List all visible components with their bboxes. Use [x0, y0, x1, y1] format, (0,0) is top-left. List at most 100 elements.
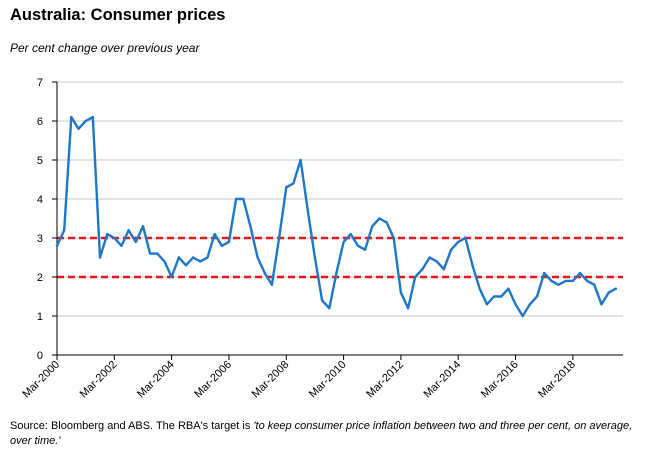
data-point	[614, 287, 618, 290]
data-point	[449, 248, 453, 251]
data-point	[600, 303, 603, 306]
data-point	[550, 279, 553, 283]
y-tick-label-0: 0	[37, 350, 43, 362]
x-tick-label-Mar-2000: Mar-2000	[20, 359, 62, 401]
data-point	[528, 303, 532, 306]
data-point	[464, 236, 467, 240]
data-point	[320, 299, 324, 302]
rba-target-quote: 'to keep consumer price inflation betwee…	[10, 420, 633, 447]
data-point	[328, 307, 331, 310]
data-point	[277, 236, 281, 240]
data-point	[105, 232, 109, 236]
chart-title: Australia: Consumer prices	[10, 6, 226, 24]
y-tick-label-5: 5	[37, 155, 43, 167]
data-point	[62, 229, 66, 232]
x-tick-label-Mar-2004: Mar-2004	[135, 359, 177, 401]
data-point	[306, 209, 309, 212]
data-point	[148, 252, 152, 255]
data-point	[170, 275, 173, 279]
data-point	[292, 182, 295, 185]
x-tick-label-Mar-2006: Mar-2006	[192, 359, 234, 401]
series-line-cpi	[55, 115, 617, 318]
x-tick-label-Mar-2014: Mar-2014	[422, 359, 464, 401]
data-point	[406, 307, 410, 310]
data-point	[220, 244, 223, 247]
data-point	[98, 256, 102, 259]
data-point	[428, 256, 431, 259]
series-layer	[55, 115, 618, 318]
data-point	[571, 279, 575, 283]
source-note: Source: Bloomberg and ABS. The RBA's tar…	[10, 419, 635, 449]
data-point	[199, 260, 202, 263]
x-tick-label-Mar-2008: Mar-2008	[250, 359, 292, 401]
data-point	[507, 287, 510, 290]
data-point	[299, 158, 302, 162]
data-point	[70, 115, 73, 119]
data-point	[421, 268, 424, 271]
source-text: Source: Bloomberg and ABS. The RBA's tar…	[10, 420, 254, 432]
axes	[52, 81, 623, 360]
data-point	[141, 225, 145, 228]
data-point	[184, 264, 188, 267]
data-point	[349, 232, 352, 236]
data-point	[535, 295, 539, 298]
data-point	[55, 244, 59, 247]
gridlines	[57, 81, 623, 317]
data-point	[342, 240, 345, 244]
data-point	[234, 197, 238, 201]
data-point	[564, 279, 567, 283]
data-point	[457, 240, 460, 244]
x-tick-label-Mar-2016: Mar-2016	[479, 359, 521, 401]
data-point	[478, 287, 481, 290]
data-point	[213, 232, 216, 236]
data-point	[285, 186, 288, 189]
data-point	[163, 260, 166, 263]
y-tick-label-7: 7	[37, 77, 43, 89]
data-point	[270, 283, 274, 286]
y-tick-label-4: 4	[37, 194, 43, 206]
y-tick-labels: 0 1 2 3 4 5 6 7	[37, 77, 43, 362]
data-point	[414, 275, 417, 279]
data-point	[500, 295, 503, 298]
data-point	[263, 271, 266, 275]
data-point	[593, 283, 596, 286]
data-point	[542, 271, 546, 275]
data-point	[335, 271, 338, 275]
data-point	[557, 283, 560, 286]
data-point	[585, 279, 589, 283]
data-point	[521, 314, 524, 318]
data-point	[84, 119, 87, 123]
y-axis-unit-label: Per cent change over previous year	[10, 41, 200, 55]
y-tick-label-6: 6	[37, 116, 43, 128]
y-tick-label-2: 2	[37, 272, 43, 284]
data-point	[256, 256, 259, 259]
data-point	[371, 225, 374, 228]
y-tick-label-1: 1	[37, 311, 43, 323]
x-tick-labels: Mar-2000 Mar-2002 Mar-2004 Mar-2006 Mar-2008…	[20, 359, 578, 401]
data-point	[127, 229, 130, 232]
data-point	[91, 115, 95, 119]
data-point	[363, 248, 367, 251]
data-point	[242, 197, 245, 201]
data-point	[313, 256, 317, 259]
y-tick-label-3: 3	[37, 233, 43, 245]
x-tick-label-Mar-2010: Mar-2010	[307, 359, 349, 401]
data-point	[485, 303, 489, 306]
data-point	[113, 236, 116, 240]
data-point	[514, 303, 517, 306]
data-point	[191, 256, 195, 259]
data-point	[227, 240, 231, 244]
data-point	[399, 291, 403, 294]
data-point	[77, 127, 80, 130]
data-point	[492, 295, 496, 298]
data-point	[607, 291, 610, 294]
target-band-lines	[57, 236, 623, 279]
data-point	[249, 225, 252, 228]
data-point	[378, 217, 381, 220]
data-point	[392, 236, 395, 240]
x-tick-label-Mar-2002: Mar-2002	[78, 359, 120, 401]
data-point	[356, 244, 360, 247]
data-point	[435, 260, 438, 263]
x-tick-label-Mar-2018: Mar-2018	[536, 359, 578, 401]
